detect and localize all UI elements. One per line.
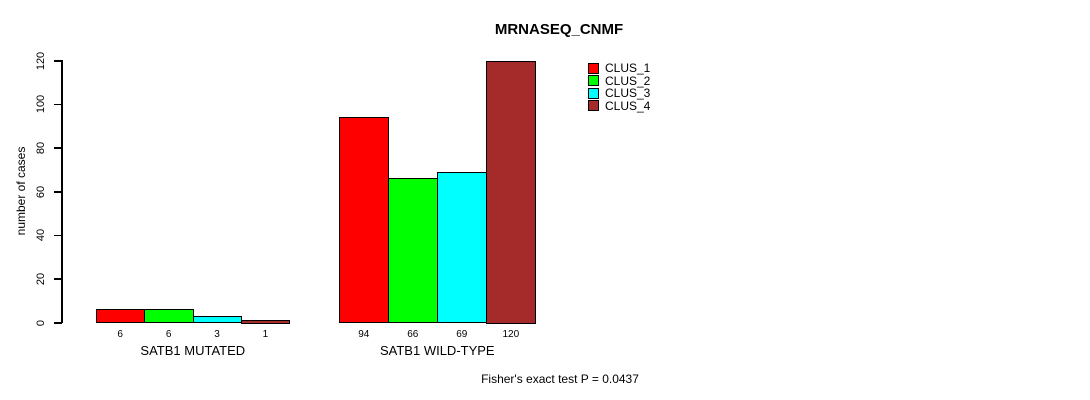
y-tick-mark [54,60,62,62]
bar-value-label: 1 [262,329,269,340]
legend-label: CLUS_2 [605,73,651,88]
y-axis-label: number of cases [14,146,28,236]
y-tick-mark [54,191,62,193]
x-group-label: SATB1 MUTATED [140,343,246,358]
y-tick-mark [54,278,62,280]
bar-value-label: 6 [117,329,123,340]
y-tick-mark [54,322,62,324]
bar-clus_3-group1 [437,171,488,324]
chart-title: MRNASEQ_CNMF [494,21,624,38]
bar-clus_2-group0 [144,309,194,324]
bar-value-label: 69 [456,329,468,340]
y-tick-label: 120 [35,51,47,70]
legend-swatch-clus_2 [588,75,599,87]
legend-item: CLUS_2 [588,73,651,88]
legend-label: CLUS_1 [605,61,651,75]
legend-swatch-clus_3 [588,87,599,99]
legend-label: CLUS_4 [605,98,651,113]
footer-annotation: Fisher's exact test P = 0.0437 [481,372,639,386]
legend-item: CLUS_4 [588,98,651,113]
legend-item: CLUS_1 [588,62,650,75]
bar-value-label: 6 [165,329,172,340]
bar-value-label: 94 [358,329,370,340]
y-tick-mark [54,234,62,237]
bar-value-label: 3 [214,329,220,340]
y-tick-mark [54,103,62,106]
legend-swatch-clus_1 [588,62,599,74]
bar-clus_1-group1 [339,117,390,324]
y-tick-label: 40 [35,229,47,242]
bar-clus_4-group0 [241,319,291,324]
bar-clus_1-group0 [96,309,146,324]
legend-label: CLUS_3 [605,86,651,100]
y-tick-label: 60 [35,185,47,198]
x-group-label: SATB1 WILD-TYPE [379,343,495,358]
y-tick-label: 20 [35,272,47,285]
bar-value-label: 120 [502,329,520,340]
legend-item: CLUS_3 [588,87,650,100]
y-tick-label: 0 [35,319,47,326]
bar-clus_2-group1 [388,178,439,324]
bar-clus_4-group1 [486,60,537,324]
legend: CLUS_1 CLUS_2 CLUS_3 CLUS_4 [588,62,650,112]
y-tick-label: 100 [35,94,47,114]
legend-swatch-clus_4 [588,100,599,112]
y-tick-label: 80 [35,141,47,154]
y-tick-mark [54,147,62,149]
bar-value-label: 66 [407,329,419,340]
bar-clus_3-group0 [192,315,242,324]
